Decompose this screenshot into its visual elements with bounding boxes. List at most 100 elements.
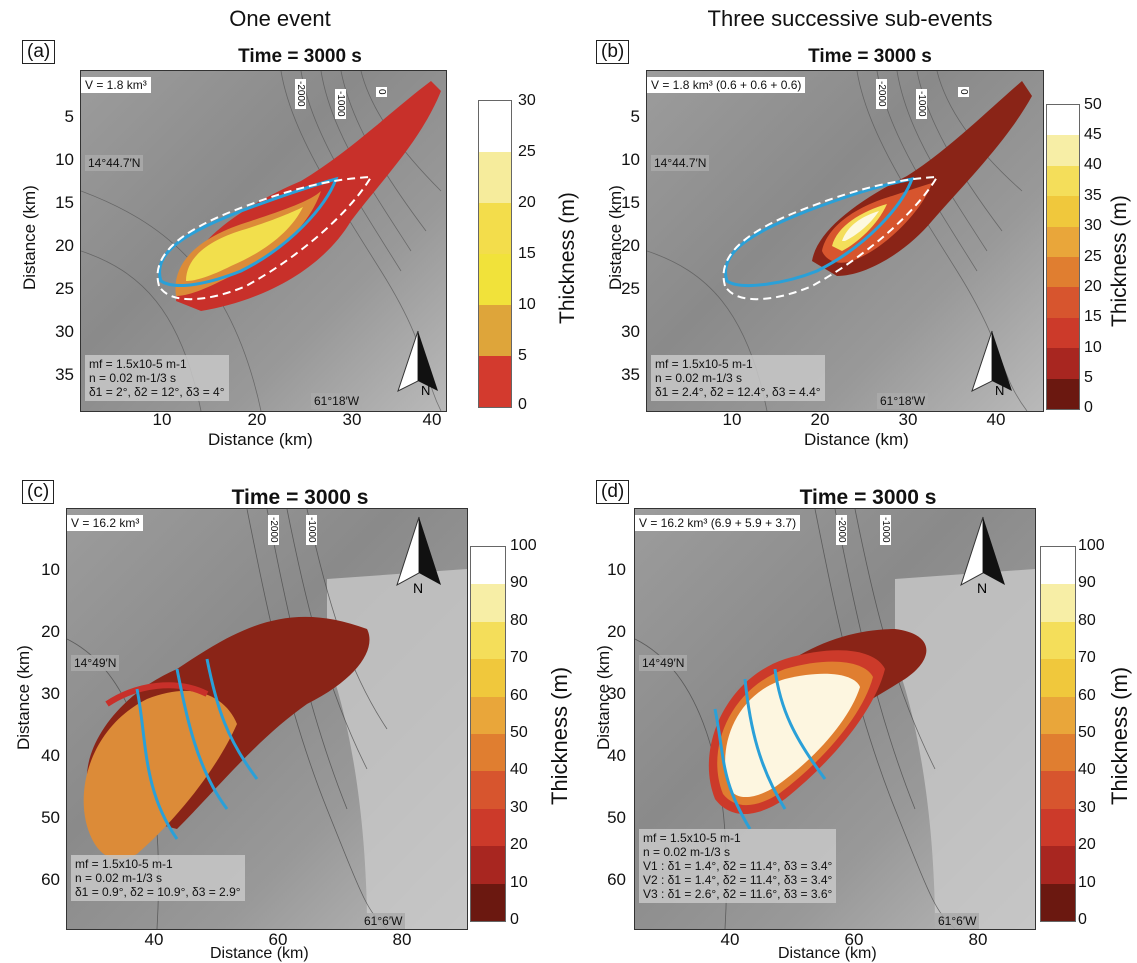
parameter-box: mf = 1.5x10-5 m-1 n = 0.02 m-1/3 s δ1 = … [71,855,245,901]
y-tick: 10 [55,150,74,169]
latitude-label: 14°44.7′N [651,155,710,171]
volume-label: V = 16.2 km³ [67,515,144,531]
colorbar-tick: 20 [510,836,528,853]
colorbar [1040,546,1076,922]
deposit-orange-edge [105,682,209,707]
x-tick: 60 [844,930,864,949]
y-axis-label: Distance (km) [594,645,613,750]
colorbar-tick: 40 [1078,761,1096,778]
contour-label: -2000 [876,79,887,109]
x-tick: 40 [144,930,164,949]
colorbar-tick: 35 [1084,187,1102,204]
north-arrow-icon: N [396,516,441,595]
colorbar-tick: 100 [1078,537,1105,554]
north-arrow-icon: N [960,516,1005,595]
column-title-one-event: One event [229,6,331,31]
x-axis-label: Distance (km) [804,430,909,449]
y-tick: 35 [621,365,640,384]
y-axis-label: Distance (km) [14,645,33,750]
colorbar-tick: 50 [1078,724,1096,741]
colorbar-tick: 90 [1078,574,1096,591]
map-svg [635,509,1035,929]
y-tick: 60 [607,870,626,889]
blue-line [175,668,229,810]
y-tick: 15 [621,193,640,212]
map-svg [81,71,442,411]
map-area: V = 16.2 km³ (6.9 + 5.9 + 3.7) 14°49′N 6… [634,508,1036,930]
colorbar-tick: 10 [510,874,528,891]
y-tick: 10 [41,560,60,579]
y-tick: 60 [41,870,60,889]
blue-outline [158,176,339,288]
x-axis-label: Distance (km) [208,430,313,449]
panel-time: Time = 3000 s [238,46,362,67]
deposit-yellow [186,207,303,281]
y-tick: 50 [607,808,626,827]
colorbar-tick: 90 [510,574,528,591]
panel-time: Time = 3000 s [808,46,932,67]
panel-time: Time = 3000 s [799,486,937,509]
y-axis-label: Distance (km) [20,185,39,290]
svg-text:N: N [977,580,987,595]
white-dashed-outline [156,175,373,301]
y-tick: 25 [621,279,640,298]
north-arrow-icon: N [971,330,1012,398]
colorbar-tick: 60 [1078,687,1096,704]
contour-label: -1000 [306,515,317,545]
x-tick: 10 [722,410,742,429]
colorbar-tick: 0 [1078,911,1087,928]
y-tick: 20 [621,236,640,255]
x-tick: 60 [268,930,288,949]
contour-label: -2000 [268,515,279,545]
x-tick: 80 [392,930,412,949]
north-arrow-icon: N [397,330,438,398]
column-title-three-sub-events: Three successive sub-events [707,6,993,31]
colorbar-tick: 20 [518,194,536,211]
colorbar-tick: 60 [510,687,528,704]
colorbar-tick: 30 [1084,217,1102,234]
panel-tag: (b) [596,40,630,64]
y-tick: 10 [621,150,640,169]
colorbar [470,546,506,922]
colorbar-label: Thickness (m) [1107,666,1132,805]
y-tick: 20 [607,622,626,641]
y-tick: 5 [630,107,640,126]
colorbar-label: Thickness (m) [556,192,579,324]
y-axis-label: Distance (km) [606,185,625,290]
map-area: V = 1.8 km³ 14°44.7′N 61°18′W -2000 -100… [80,70,447,412]
parameter-box: mf = 1.5x10-5 m-1 n = 0.02 m-1/3 s δ1 = … [85,355,229,401]
colorbar-tick: 20 [1084,278,1102,295]
colorbar [478,100,512,408]
colorbar-tick: 0 [1084,399,1093,416]
colorbar-tick: 30 [518,92,536,109]
parameter-box: mf = 1.5x10-5 m-1 n = 0.02 m-1/3 s V1 : … [639,829,837,903]
panel-tag: (d) [596,480,630,504]
x-tick: 30 [342,410,362,429]
colorbar-tick: 80 [1078,612,1096,629]
volume-label: V = 16.2 km³ (6.9 + 5.9 + 3.7) [635,515,801,531]
x-tick: 10 [152,410,172,429]
panel-tag: (c) [22,480,55,504]
colorbar [1046,104,1080,410]
colorbar-tick: 15 [518,245,536,262]
y-tick: 30 [607,684,626,703]
map-area: V = 1.8 km³ (0.6 + 0.6 + 0.6) 14°44.7′N … [646,70,1044,412]
longitude-label: 61°18′W [311,393,363,409]
y-tick: 30 [41,684,60,703]
colorbar-label: Thickness (m) [1108,195,1131,327]
parameter-box: mf = 1.5x10-5 m-1 n = 0.02 m-1/3 s δ1 = … [651,355,825,401]
x-tick: 80 [968,930,988,949]
longitude-label: 61°6′W [935,913,980,929]
colorbar-tick: 30 [510,799,528,816]
colorbar-tick: 45 [1084,126,1102,143]
colorbar-tick: 50 [1084,96,1102,113]
colorbar-tick: 40 [1084,156,1102,173]
y-tick: 30 [621,322,640,341]
blue-line [713,708,752,830]
panel-tag: (a) [22,40,56,64]
colorbar-tick: 70 [1078,649,1096,666]
contour-label: -1000 [880,515,891,545]
longitude-label: 61°6′W [361,913,406,929]
latitude-label: 14°49′N [639,655,688,671]
colorbar-tick: 5 [1084,369,1093,386]
